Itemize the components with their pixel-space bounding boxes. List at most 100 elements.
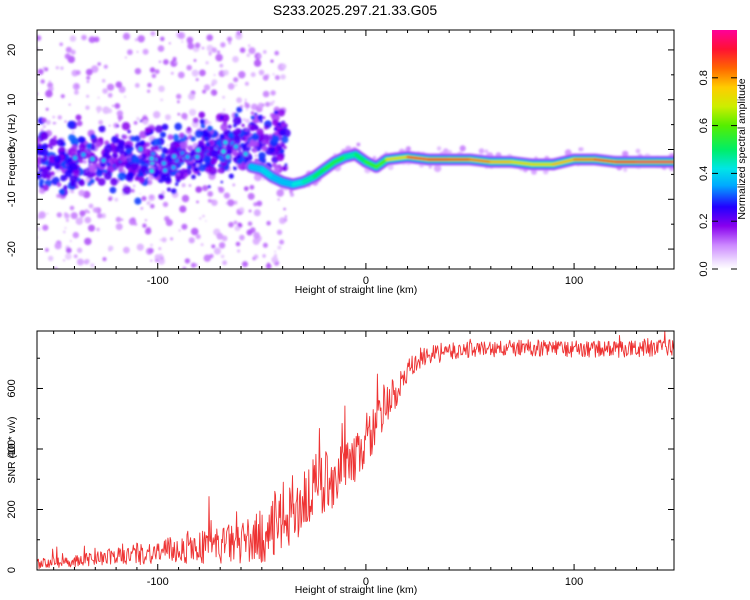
heatmap-noise-blob [130, 162, 139, 171]
heatmap-ridge-halo [436, 146, 442, 151]
heatmap-noise-blob [253, 202, 258, 207]
heatmap-noise-blob [245, 118, 250, 124]
heatmap-noise-blob [89, 178, 95, 184]
heatmap-noise-blob [80, 147, 85, 152]
heatmap-noise-blob [279, 217, 286, 225]
heatmap-noise-blob [233, 200, 238, 205]
heatmap-noise-blob [226, 36, 233, 42]
heatmap-noise-blob [78, 179, 86, 187]
heatmap-noise-blob [158, 60, 162, 63]
heatmap-ridge-band [406, 155, 430, 161]
heatmap-noise-blob [210, 89, 218, 96]
heatmap-noise-blob [96, 227, 100, 232]
heatmap-noise-blob [250, 72, 256, 78]
snr-line [37, 331, 674, 570]
heatmap-noise-blob [257, 54, 262, 59]
heatmap-noise-blob [123, 152, 128, 157]
heatmap-noise-blob [65, 46, 72, 53]
heatmap-noise-blob [272, 73, 275, 76]
heatmap-noise-blob [70, 49, 76, 55]
heatmap-noise-blob [37, 143, 41, 147]
heatmap-noise-blob [116, 110, 124, 117]
heatmap-noise-blob [124, 56, 127, 59]
heatmap-noise-blob [188, 93, 195, 100]
heatmap-noise-blob [170, 188, 177, 195]
heatmap-noise-blob [112, 104, 114, 107]
heatmap-noise-blob [146, 201, 151, 206]
heatmap-noise-blob [86, 80, 90, 83]
heatmap-noise-blob [103, 144, 113, 154]
heatmap-noise-blob [211, 244, 216, 249]
heatmap-ridge-halo [372, 156, 377, 160]
heatmap-noise-blob [232, 156, 239, 162]
heatmap-noise-blob [160, 153, 166, 159]
heatmap-noise-blob [266, 220, 271, 226]
heatmap-noise-blob [198, 111, 206, 119]
heatmap-noise-blob [220, 180, 224, 184]
heatmap-bright-spot [149, 156, 154, 161]
heatmap-noise-blob [222, 260, 228, 266]
heatmap-noise-blob [270, 90, 276, 96]
heatmap-bright-spot [243, 151, 248, 157]
heatmap-noise-blob [97, 96, 100, 99]
heatmap-noise-blob [60, 94, 65, 99]
heatmap-noise-blob [158, 193, 165, 200]
heatmap-noise-blob [115, 81, 123, 88]
heatmap-noise-blob [188, 184, 192, 187]
heatmap-ridge-halo [273, 166, 280, 173]
heatmap-noise-blob [220, 254, 225, 259]
heatmap-noise-blob [205, 61, 209, 65]
heatmap-noise-blob [54, 242, 62, 250]
heatmap-noise-blob [249, 125, 256, 132]
snr-ytick-label: 200 [6, 500, 18, 518]
heatmap-noise-blob [147, 82, 152, 88]
heatmap-ridge-halo [484, 149, 489, 154]
heatmap-noise-blob [88, 36, 96, 43]
colorbar-tick-label: 0.8 [698, 70, 710, 85]
heatmap-noise-blob [64, 120, 67, 123]
heatmap-bright-spot [161, 161, 167, 166]
heatmap-noise-blob [218, 163, 222, 168]
heatmap-noise-blob [239, 234, 245, 241]
snr-frame [36, 330, 675, 571]
heatmap-noise-blob [162, 201, 169, 208]
heatmap-noise-blob [144, 126, 152, 134]
heatmap-noise-blob [194, 42, 201, 49]
heatmap-noise-blob [56, 212, 62, 218]
heatmap-noise-blob [103, 169, 108, 174]
heatmap-noise-blob [147, 89, 151, 93]
heatmap-noise-blob [265, 101, 271, 107]
heatmap-noise-blob [107, 83, 115, 91]
heatmap-noise-blob [63, 212, 68, 216]
heatmap-noise-blob [232, 150, 239, 157]
heatmap-noise-blob [179, 205, 187, 213]
heatmap-noise-blob [131, 155, 140, 164]
heatmap-noise-blob [121, 122, 131, 131]
heatmap-noise-blob [269, 101, 274, 106]
heatmap-noise-blob [263, 50, 267, 54]
heatmap-noise-blob [181, 183, 186, 188]
heatmap-noise-blob [165, 114, 171, 121]
heatmap-ytick-label: 0 [6, 146, 18, 152]
heatmap-noise-blob [53, 155, 62, 163]
heatmap-noise-blob [76, 120, 83, 127]
heatmap-noise-blob [228, 173, 234, 179]
heatmap-noise-blob [45, 144, 49, 148]
heatmap-noise-blob [88, 151, 91, 155]
heatmap-noise-blob [95, 169, 104, 177]
heatmap-noise-blob [273, 131, 278, 136]
heatmap-noise-blob [154, 145, 158, 149]
heatmap-noise-blob [144, 219, 147, 222]
colorbar-tick-label: 0.0 [698, 261, 710, 276]
heatmap-noise-blob [122, 134, 128, 140]
colorbar-tick-label: 0.6 [698, 118, 710, 133]
heatmap-ridge-halo [579, 147, 584, 152]
heatmap-noise-blob [250, 115, 255, 120]
heatmap-noise-blob [52, 115, 55, 119]
heatmap-ridge-band [312, 168, 326, 179]
snr-ytick-label: 0 [6, 567, 18, 573]
heatmap-noise-blob [232, 183, 236, 187]
heatmap-noise-blob [111, 135, 119, 144]
snr-ticks: -100 0 100 0 200 400 600 [6, 331, 674, 588]
heatmap-noise-blob [191, 174, 196, 180]
